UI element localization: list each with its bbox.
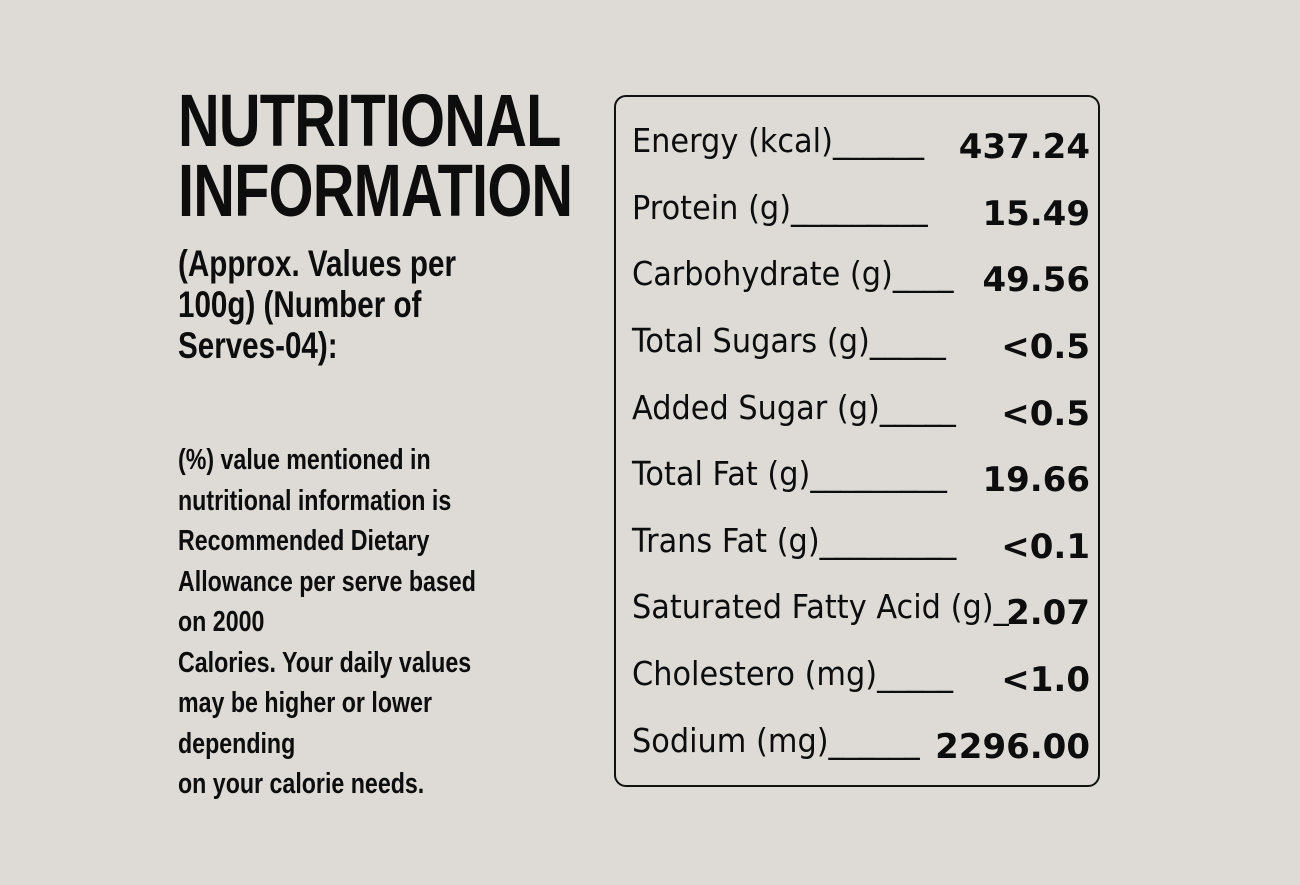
nutrient-value: <0.5 [1001,327,1090,367]
subtitle-line-1: (Approx. Values per [178,243,456,284]
nutrient-label: Sodium (mg)______ [632,721,920,760]
note-line: Calories. Your daily values [178,646,472,679]
nutrient-value: <0.5 [1001,394,1090,434]
nutrient-row-cholesterol: Cholestero (mg)_____ <1.0 [632,652,1090,702]
nutrient-row-saturated-fatty-acid: Saturated Fatty Acid (g)_ 2.07 [632,585,1090,635]
nutrient-row-trans-fat: Trans Fat (g)_________ <0.1 [632,519,1090,569]
rda-note: (%) value mentioned in nutritional infor… [178,440,476,805]
title-line-1: NUTRITIONAL [178,79,561,162]
note-line: on 2000 [178,606,265,638]
nutrient-value: <0.1 [1001,527,1090,567]
nutrient-value: 2.07 [1006,593,1090,633]
nutrient-label: Saturated Fatty Acid (g)_ [632,587,1009,626]
subtitle: (Approx. Values per 100g) (Number of Ser… [178,243,456,366]
nutrient-value: 2296.00 [935,727,1090,767]
subtitle-line-2: 100g) (Number of [178,284,422,325]
nutrient-label: Energy (kcal)______ [632,121,925,160]
nutrition-table: Energy (kcal)______ 437.24 Protein (g)__… [614,95,1100,787]
nutrient-label: Total Fat (g)_________ [632,454,947,493]
nutrient-row-protein: Protein (g)_________ 15.49 [632,186,1090,236]
nutrient-row-energy: Energy (kcal)______ 437.24 [632,119,1090,169]
note-line: on your calorie needs. [178,768,425,800]
nutrient-label: Cholestero (mg)_____ [632,654,954,693]
note-line: depending [178,727,296,760]
nutrient-label: Carbohydrate (g)____ [632,254,954,293]
nutrient-row-added-sugar: Added Sugar (g)_____ <0.5 [632,386,1090,436]
note-line: Recommended Dietary [178,525,430,557]
nutrient-row-carbohydrate: Carbohydrate (g)____ 49.56 [632,252,1090,302]
nutrient-value: 49.56 [982,260,1090,300]
nutrient-value: <1.0 [1001,660,1090,700]
nutrient-value: 15.49 [982,194,1090,234]
note-line: nutritional information is [178,484,452,517]
nutrient-row-total-sugars: Total Sugars (g)_____ <0.5 [632,319,1090,369]
subtitle-line-3: Serves-04): [178,325,338,366]
nutrient-row-sodium: Sodium (mg)______ 2296.00 [632,719,1090,769]
title-block: NUTRITIONAL INFORMATION [178,79,578,232]
nutrient-label: Trans Fat (g)_________ [632,521,957,560]
note-line: Allowance per serve based [178,565,476,598]
nutrient-row-total-fat: Total Fat (g)_________ 19.66 [632,452,1090,502]
note-line: may be higher or lower [178,687,432,719]
note-line: (%) value mentioned in [178,444,431,476]
nutrient-value: 437.24 [958,127,1090,167]
nutrient-label: Protein (g)_________ [632,188,928,227]
title-line-2: INFORMATION [178,149,573,232]
nutrient-label: Total Sugars (g)_____ [632,321,946,360]
nutrient-label: Added Sugar (g)_____ [632,388,956,427]
nutrient-value: 19.66 [982,460,1090,500]
